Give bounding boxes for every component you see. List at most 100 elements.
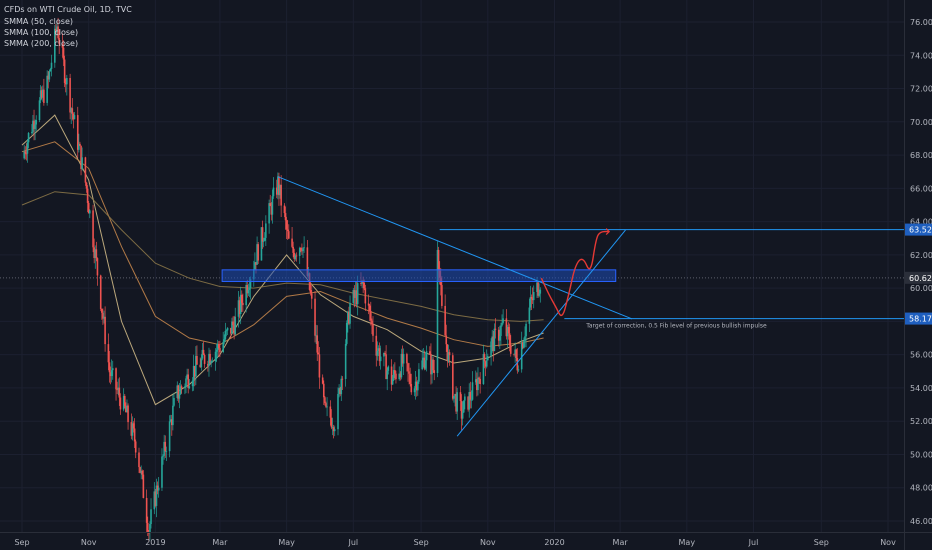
candle-body <box>364 288 367 304</box>
y-tick-label: 64.00 <box>910 218 932 227</box>
candle-body <box>108 362 111 373</box>
time-axis[interactable]: Sep Nov 2019 Mar May Jul Sep Nov 2020 Mar May Jul Se… <box>0 532 932 548</box>
candle-body <box>50 62 53 69</box>
candle-body <box>455 394 457 412</box>
candle-body <box>169 419 172 422</box>
y-tick-label: 76.00 <box>910 18 932 27</box>
candle-body <box>43 89 45 103</box>
candle-body <box>118 387 121 398</box>
candle-body <box>110 370 113 377</box>
candle-body <box>452 355 454 399</box>
candle-body <box>408 371 410 374</box>
candle-body <box>26 142 29 154</box>
x-tick-label: Sep <box>814 538 829 547</box>
candle-body <box>536 282 538 293</box>
candle-body <box>86 188 89 203</box>
candle-body <box>81 157 83 169</box>
legend-item-smma200[interactable]: SMMA (200, close) <box>4 39 78 48</box>
candle-body <box>302 248 304 251</box>
candle-body <box>275 187 278 195</box>
candle-body <box>329 406 332 418</box>
candle-body <box>367 303 370 306</box>
candle-body <box>394 370 396 374</box>
candle-body <box>464 396 466 401</box>
candle-body <box>178 394 181 399</box>
candle-body <box>483 354 486 362</box>
candle-body <box>115 368 117 390</box>
candle-body <box>482 354 485 385</box>
candle-body <box>491 336 493 342</box>
candle-body <box>33 120 35 129</box>
candle-body <box>88 210 91 214</box>
candle-body <box>76 115 79 150</box>
candle-body <box>248 288 251 290</box>
candle-body <box>280 184 282 206</box>
candle-body <box>454 394 456 397</box>
price-tag-label: 58.17 <box>909 315 932 324</box>
candle-body <box>417 381 419 391</box>
candle-body <box>371 320 373 325</box>
candle-body <box>225 330 228 332</box>
candle-body <box>111 368 114 371</box>
candle-body <box>539 289 542 294</box>
candle-body <box>23 151 25 159</box>
price-tag-label: 63.52 <box>909 226 932 235</box>
legend-item-smma100[interactable]: SMMA (100, close) <box>4 28 78 37</box>
candle-body <box>260 227 263 261</box>
candle-body <box>399 373 402 378</box>
candle-body <box>502 318 504 323</box>
candle-body <box>317 352 320 355</box>
candle-body <box>341 378 344 380</box>
legend-item-smma50[interactable]: SMMA (50, close) <box>4 17 73 26</box>
candle-body <box>401 353 404 364</box>
candle-body <box>165 451 168 452</box>
candle-body <box>492 336 495 352</box>
candle-body <box>513 353 515 355</box>
candle-body <box>32 120 34 132</box>
candle-body <box>525 323 527 337</box>
candle-body <box>148 532 150 534</box>
candle-body <box>195 355 197 377</box>
x-tick-label: Mar <box>613 538 629 547</box>
candle-body <box>38 100 41 121</box>
candle-body <box>84 157 87 183</box>
candle-body <box>95 249 98 259</box>
candle-body <box>291 238 293 247</box>
candle-body <box>87 202 90 214</box>
grid-lines <box>0 0 904 532</box>
y-tick-label: 70.00 <box>910 118 932 127</box>
price-tag-60-62 <box>905 271 932 284</box>
candle-body <box>461 412 464 419</box>
candle-body <box>210 361 212 364</box>
candle-body <box>70 108 73 113</box>
candle-body <box>298 247 301 256</box>
candle-body <box>490 341 492 357</box>
candle-body <box>474 379 477 383</box>
candle-body <box>370 311 372 321</box>
candle-body <box>387 366 390 371</box>
candle-body <box>407 363 409 372</box>
price-axis[interactable]: 76.00 74.00 72.00 70.00 68.00 66.00 64.00 62.00… <box>904 0 932 550</box>
candle-body <box>378 348 381 362</box>
candle-body <box>354 290 357 298</box>
candle-body <box>279 184 281 196</box>
candle-body <box>516 357 519 371</box>
candle-body <box>208 353 210 366</box>
candle-body <box>214 351 217 362</box>
candle-body <box>520 343 523 370</box>
candlestick-series <box>23 17 542 542</box>
candle-body <box>278 176 280 196</box>
candle-body <box>73 115 76 120</box>
candle-body <box>269 203 272 206</box>
candle-body <box>162 455 164 457</box>
candle-body <box>219 347 221 353</box>
candle-body <box>436 249 439 374</box>
candle-body <box>127 405 129 423</box>
candle-body <box>27 132 30 143</box>
y-tick-label: 60.00 <box>910 284 932 293</box>
candle-body <box>130 422 133 436</box>
candle-body <box>484 361 487 367</box>
candle-body <box>493 328 496 352</box>
